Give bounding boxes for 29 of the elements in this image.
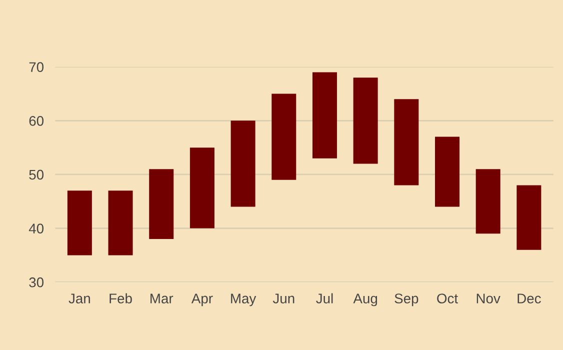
bar — [108, 190, 133, 256]
x-tick-label: Mar — [150, 294, 174, 304]
x-tick-label: Jun — [272, 294, 294, 304]
bar — [516, 185, 542, 250]
x-tick-label: Oct — [437, 294, 458, 304]
y-tick-label: 60 — [29, 116, 44, 126]
bar — [190, 148, 214, 228]
bar — [353, 78, 378, 164]
x-tick-label: Aug — [353, 294, 378, 306]
x-tick-label: Jan — [68, 294, 90, 304]
bar — [149, 169, 174, 240]
y-tick-label: 50 — [29, 170, 44, 180]
y-tick-label: 30 — [29, 277, 44, 288]
bar — [230, 120, 256, 207]
y-tick-label: 40 — [28, 224, 44, 234]
x-tick-label: May — [231, 294, 256, 306]
bar — [67, 190, 92, 256]
bar — [312, 72, 337, 158]
x-tick-label: Feb — [110, 293, 132, 304]
x-tick-label: Dec — [518, 294, 541, 304]
bar — [394, 99, 419, 186]
bar — [476, 169, 500, 234]
x-tick-label: Sep — [394, 294, 418, 306]
x-tick-label: Nov — [476, 294, 500, 304]
x-tick-label: Jul — [316, 293, 333, 304]
bar — [434, 136, 460, 207]
x-tick-label: Apr — [191, 294, 213, 306]
bar — [272, 94, 296, 180]
y-tick-label: 70 — [29, 62, 44, 72]
